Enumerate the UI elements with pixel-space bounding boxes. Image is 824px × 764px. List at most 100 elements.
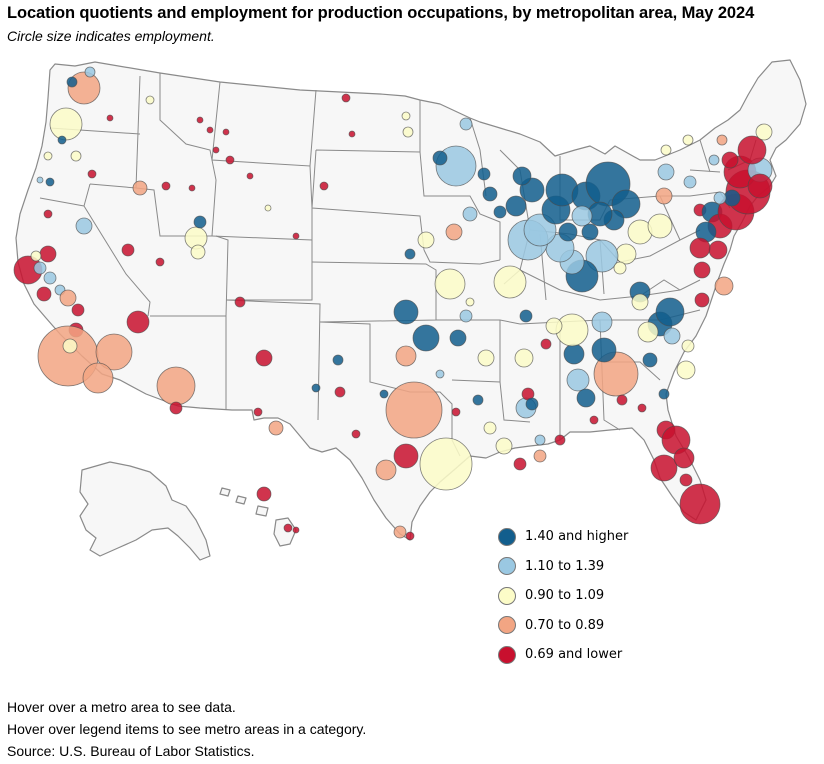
metro-bubble[interactable] — [566, 368, 590, 392]
metro-bubble[interactable] — [188, 184, 196, 192]
metro-bubble[interactable] — [70, 150, 82, 162]
metro-bubble[interactable] — [375, 459, 397, 481]
metro-bubble[interactable] — [679, 473, 693, 487]
metro-bubble[interactable] — [514, 348, 534, 368]
metro-bubble[interactable] — [721, 151, 739, 169]
metro-bubble[interactable] — [462, 206, 478, 222]
metro-bubble[interactable] — [694, 292, 710, 308]
metro-bubble[interactable] — [121, 243, 135, 257]
metro-bubble[interactable] — [655, 297, 685, 327]
metro-bubble[interactable] — [212, 146, 220, 154]
metro-bubble[interactable] — [657, 163, 675, 181]
metro-bubble[interactable] — [311, 383, 321, 393]
metro-bubble[interactable] — [708, 154, 720, 166]
metro-bubble[interactable] — [246, 172, 254, 180]
metro-bubble[interactable] — [545, 317, 563, 335]
metro-bubble[interactable] — [681, 339, 695, 353]
metro-bubble[interactable] — [459, 309, 473, 323]
metro-bubble[interactable] — [616, 394, 628, 406]
us-metro-map[interactable] — [0, 50, 824, 570]
metro-bubble[interactable] — [404, 248, 416, 260]
metro-bubble[interactable] — [716, 134, 728, 146]
metro-bubble[interactable] — [505, 195, 527, 217]
metro-bubble[interactable] — [513, 457, 527, 471]
metro-bubble[interactable] — [708, 240, 728, 260]
metro-bubble[interactable] — [493, 205, 507, 219]
metro-bubble[interactable] — [459, 117, 473, 131]
metro-bubble[interactable] — [292, 232, 300, 240]
metro-bubble[interactable] — [264, 204, 272, 212]
metro-bubble[interactable] — [483, 421, 497, 435]
metro-bubble[interactable] — [190, 244, 206, 260]
metro-bubble[interactable] — [256, 486, 272, 502]
metro-bubble[interactable] — [319, 181, 329, 191]
metro-bubble[interactable] — [576, 388, 596, 408]
metro-bubble[interactable] — [193, 215, 207, 229]
metro-bubble[interactable] — [59, 289, 77, 307]
metro-bubble[interactable] — [589, 415, 599, 425]
metro-bubble[interactable] — [385, 381, 443, 439]
metro-bubble[interactable] — [351, 429, 361, 439]
metro-bubble[interactable] — [405, 531, 415, 541]
metro-bubble[interactable] — [432, 150, 448, 166]
metro-bubble[interactable] — [393, 525, 407, 539]
metro-bubble[interactable] — [145, 95, 155, 105]
metro-bubble[interactable] — [663, 327, 681, 345]
metro-bubble[interactable] — [673, 447, 695, 469]
metro-bubble[interactable] — [689, 237, 711, 259]
metro-bubble[interactable] — [631, 293, 649, 311]
metro-bubble[interactable] — [482, 186, 498, 202]
metro-bubble[interactable] — [332, 354, 344, 366]
metro-bubble[interactable] — [379, 389, 389, 399]
metro-bubble[interactable] — [106, 114, 114, 122]
metro-bubble[interactable] — [660, 144, 672, 156]
legend-item-1-40-and-higher[interactable]: 1.40 and higher — [498, 522, 628, 552]
metro-bubble[interactable] — [435, 369, 445, 379]
metro-bubble[interactable] — [132, 180, 148, 196]
metro-bubble[interactable] — [451, 407, 461, 417]
metro-bubble[interactable] — [477, 349, 495, 367]
metro-bubble[interactable] — [75, 217, 93, 235]
metro-bubble[interactable] — [66, 76, 78, 88]
metro-bubble[interactable] — [615, 243, 637, 265]
metro-bubble[interactable] — [95, 333, 133, 371]
metro-bubble[interactable] — [581, 223, 599, 241]
metro-bubble[interactable] — [393, 443, 419, 469]
metro-bubble[interactable] — [43, 151, 53, 161]
metro-bubble[interactable] — [655, 187, 673, 205]
metro-bubble[interactable] — [49, 107, 83, 141]
metro-bubble[interactable] — [395, 345, 417, 367]
metro-bubble[interactable] — [341, 93, 351, 103]
legend-item-0-90-to-1-09[interactable]: 0.90 to 1.09 — [498, 581, 628, 611]
metro-bubble[interactable] — [558, 222, 578, 242]
metro-bubble[interactable] — [419, 437, 473, 491]
metro-bubble[interactable] — [36, 286, 52, 302]
metro-bubble[interactable] — [161, 181, 171, 191]
metro-bubble[interactable] — [647, 213, 673, 239]
metro-bubble[interactable] — [445, 223, 463, 241]
metro-bubble[interactable] — [222, 128, 230, 136]
metro-bubble[interactable] — [434, 268, 466, 300]
metro-bubble[interactable] — [84, 66, 96, 78]
metro-bubble[interactable] — [43, 271, 57, 285]
metro-bubble[interactable] — [658, 388, 670, 400]
metro-bubble[interactable] — [268, 420, 284, 436]
metro-bubble[interactable] — [512, 166, 532, 186]
metro-bubble[interactable] — [255, 349, 273, 367]
metro-bubble[interactable] — [642, 352, 658, 368]
metro-bubble[interactable] — [676, 360, 696, 380]
metro-bubble[interactable] — [87, 169, 97, 179]
metro-bubble[interactable] — [693, 261, 711, 279]
metro-bubble[interactable] — [45, 177, 55, 187]
metro-bubble[interactable] — [493, 265, 527, 299]
metro-bubble[interactable] — [30, 250, 42, 262]
metro-bubble[interactable] — [554, 434, 566, 446]
legend-item-0-70-to-0-89[interactable]: 0.70 to 0.89 — [498, 611, 628, 641]
metro-bubble[interactable] — [39, 245, 57, 263]
metro-bubble[interactable] — [155, 257, 165, 267]
metro-bubble[interactable] — [591, 311, 613, 333]
metro-bubble[interactable] — [156, 366, 196, 406]
metro-bubble[interactable] — [472, 394, 484, 406]
metro-bubble[interactable] — [43, 209, 53, 219]
metro-bubble[interactable] — [292, 526, 300, 534]
